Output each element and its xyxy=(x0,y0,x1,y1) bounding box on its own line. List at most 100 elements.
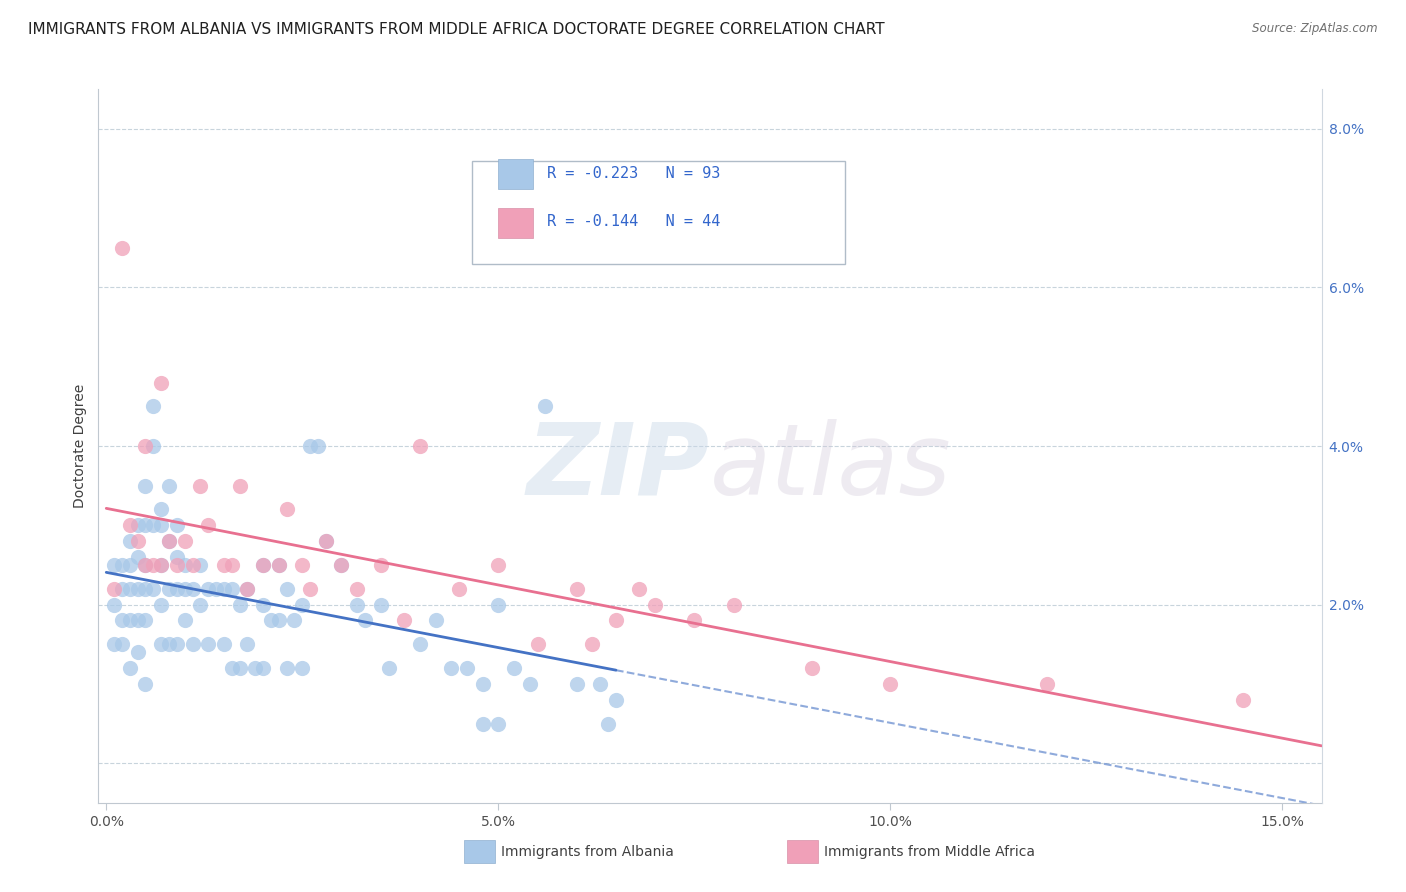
Point xyxy=(181,637,204,651)
Point xyxy=(315,534,337,549)
Point xyxy=(111,241,134,255)
Point xyxy=(252,598,274,612)
Point xyxy=(409,439,432,453)
Point xyxy=(291,598,314,612)
Point xyxy=(228,661,250,675)
Point xyxy=(565,677,588,691)
Point xyxy=(188,558,212,572)
Point xyxy=(260,614,283,628)
Text: ZIP: ZIP xyxy=(527,419,710,516)
Point xyxy=(228,598,250,612)
Point xyxy=(166,582,188,596)
Point xyxy=(134,518,156,533)
Point xyxy=(221,582,243,596)
Point xyxy=(1036,677,1059,691)
Point xyxy=(134,439,156,453)
Point xyxy=(252,558,274,572)
Point xyxy=(111,614,134,628)
Point xyxy=(236,582,259,596)
Point xyxy=(205,582,228,596)
Point xyxy=(370,558,392,572)
Point xyxy=(723,598,745,612)
Point xyxy=(103,598,125,612)
Point xyxy=(565,582,588,596)
Point xyxy=(212,558,235,572)
Point xyxy=(173,558,195,572)
Point xyxy=(486,598,509,612)
Point xyxy=(118,534,141,549)
Point xyxy=(127,645,149,659)
Point xyxy=(166,558,188,572)
Point xyxy=(370,598,392,612)
Point xyxy=(581,637,603,651)
Point xyxy=(503,661,526,675)
Point xyxy=(150,598,173,612)
Point xyxy=(173,582,195,596)
Point xyxy=(252,661,274,675)
FancyBboxPatch shape xyxy=(471,161,845,264)
Point xyxy=(127,518,149,533)
Point xyxy=(134,478,156,492)
Point xyxy=(118,518,141,533)
Point xyxy=(236,582,259,596)
Point xyxy=(157,582,180,596)
Point xyxy=(134,582,156,596)
Bar xyxy=(498,208,533,237)
Point xyxy=(212,582,235,596)
Point xyxy=(134,677,156,691)
Point xyxy=(276,661,298,675)
Text: Immigrants from Albania: Immigrants from Albania xyxy=(501,845,673,859)
Point xyxy=(197,637,219,651)
Point xyxy=(142,400,165,414)
Point xyxy=(392,614,416,628)
Point xyxy=(134,558,156,572)
Point xyxy=(157,637,180,651)
Point xyxy=(157,534,180,549)
Point xyxy=(127,549,149,564)
Point xyxy=(354,614,377,628)
Point xyxy=(118,661,141,675)
Text: Source: ZipAtlas.com: Source: ZipAtlas.com xyxy=(1253,22,1378,36)
Point xyxy=(142,582,165,596)
Point xyxy=(127,614,149,628)
Point xyxy=(605,692,627,706)
Point xyxy=(150,502,173,516)
Point xyxy=(283,614,305,628)
Point xyxy=(440,661,463,675)
Point xyxy=(221,558,243,572)
Point xyxy=(267,558,290,572)
Point xyxy=(425,614,447,628)
Point xyxy=(134,558,156,572)
Point xyxy=(409,637,432,651)
Point xyxy=(103,582,125,596)
Point xyxy=(118,614,141,628)
Point xyxy=(307,439,329,453)
Y-axis label: Doctorate Degree: Doctorate Degree xyxy=(73,384,87,508)
Point xyxy=(330,558,353,572)
Point xyxy=(166,518,188,533)
Point xyxy=(197,582,219,596)
Point xyxy=(471,677,494,691)
Point xyxy=(330,558,353,572)
Point xyxy=(150,376,173,390)
Point xyxy=(118,558,141,572)
Point xyxy=(142,518,165,533)
Point xyxy=(236,637,259,651)
Point xyxy=(188,478,212,492)
Point xyxy=(111,637,134,651)
Point xyxy=(150,558,173,572)
Point xyxy=(150,558,173,572)
Point xyxy=(605,614,627,628)
Point xyxy=(150,518,173,533)
Point xyxy=(526,637,548,651)
Text: R = -0.144   N = 44: R = -0.144 N = 44 xyxy=(547,214,721,228)
Point xyxy=(166,549,188,564)
Point xyxy=(221,661,243,675)
Text: atlas: atlas xyxy=(710,419,952,516)
Text: R = -0.223   N = 93: R = -0.223 N = 93 xyxy=(547,166,721,181)
Point xyxy=(683,614,706,628)
Point xyxy=(103,558,125,572)
Point xyxy=(346,598,368,612)
Point xyxy=(142,558,165,572)
Point xyxy=(315,534,337,549)
